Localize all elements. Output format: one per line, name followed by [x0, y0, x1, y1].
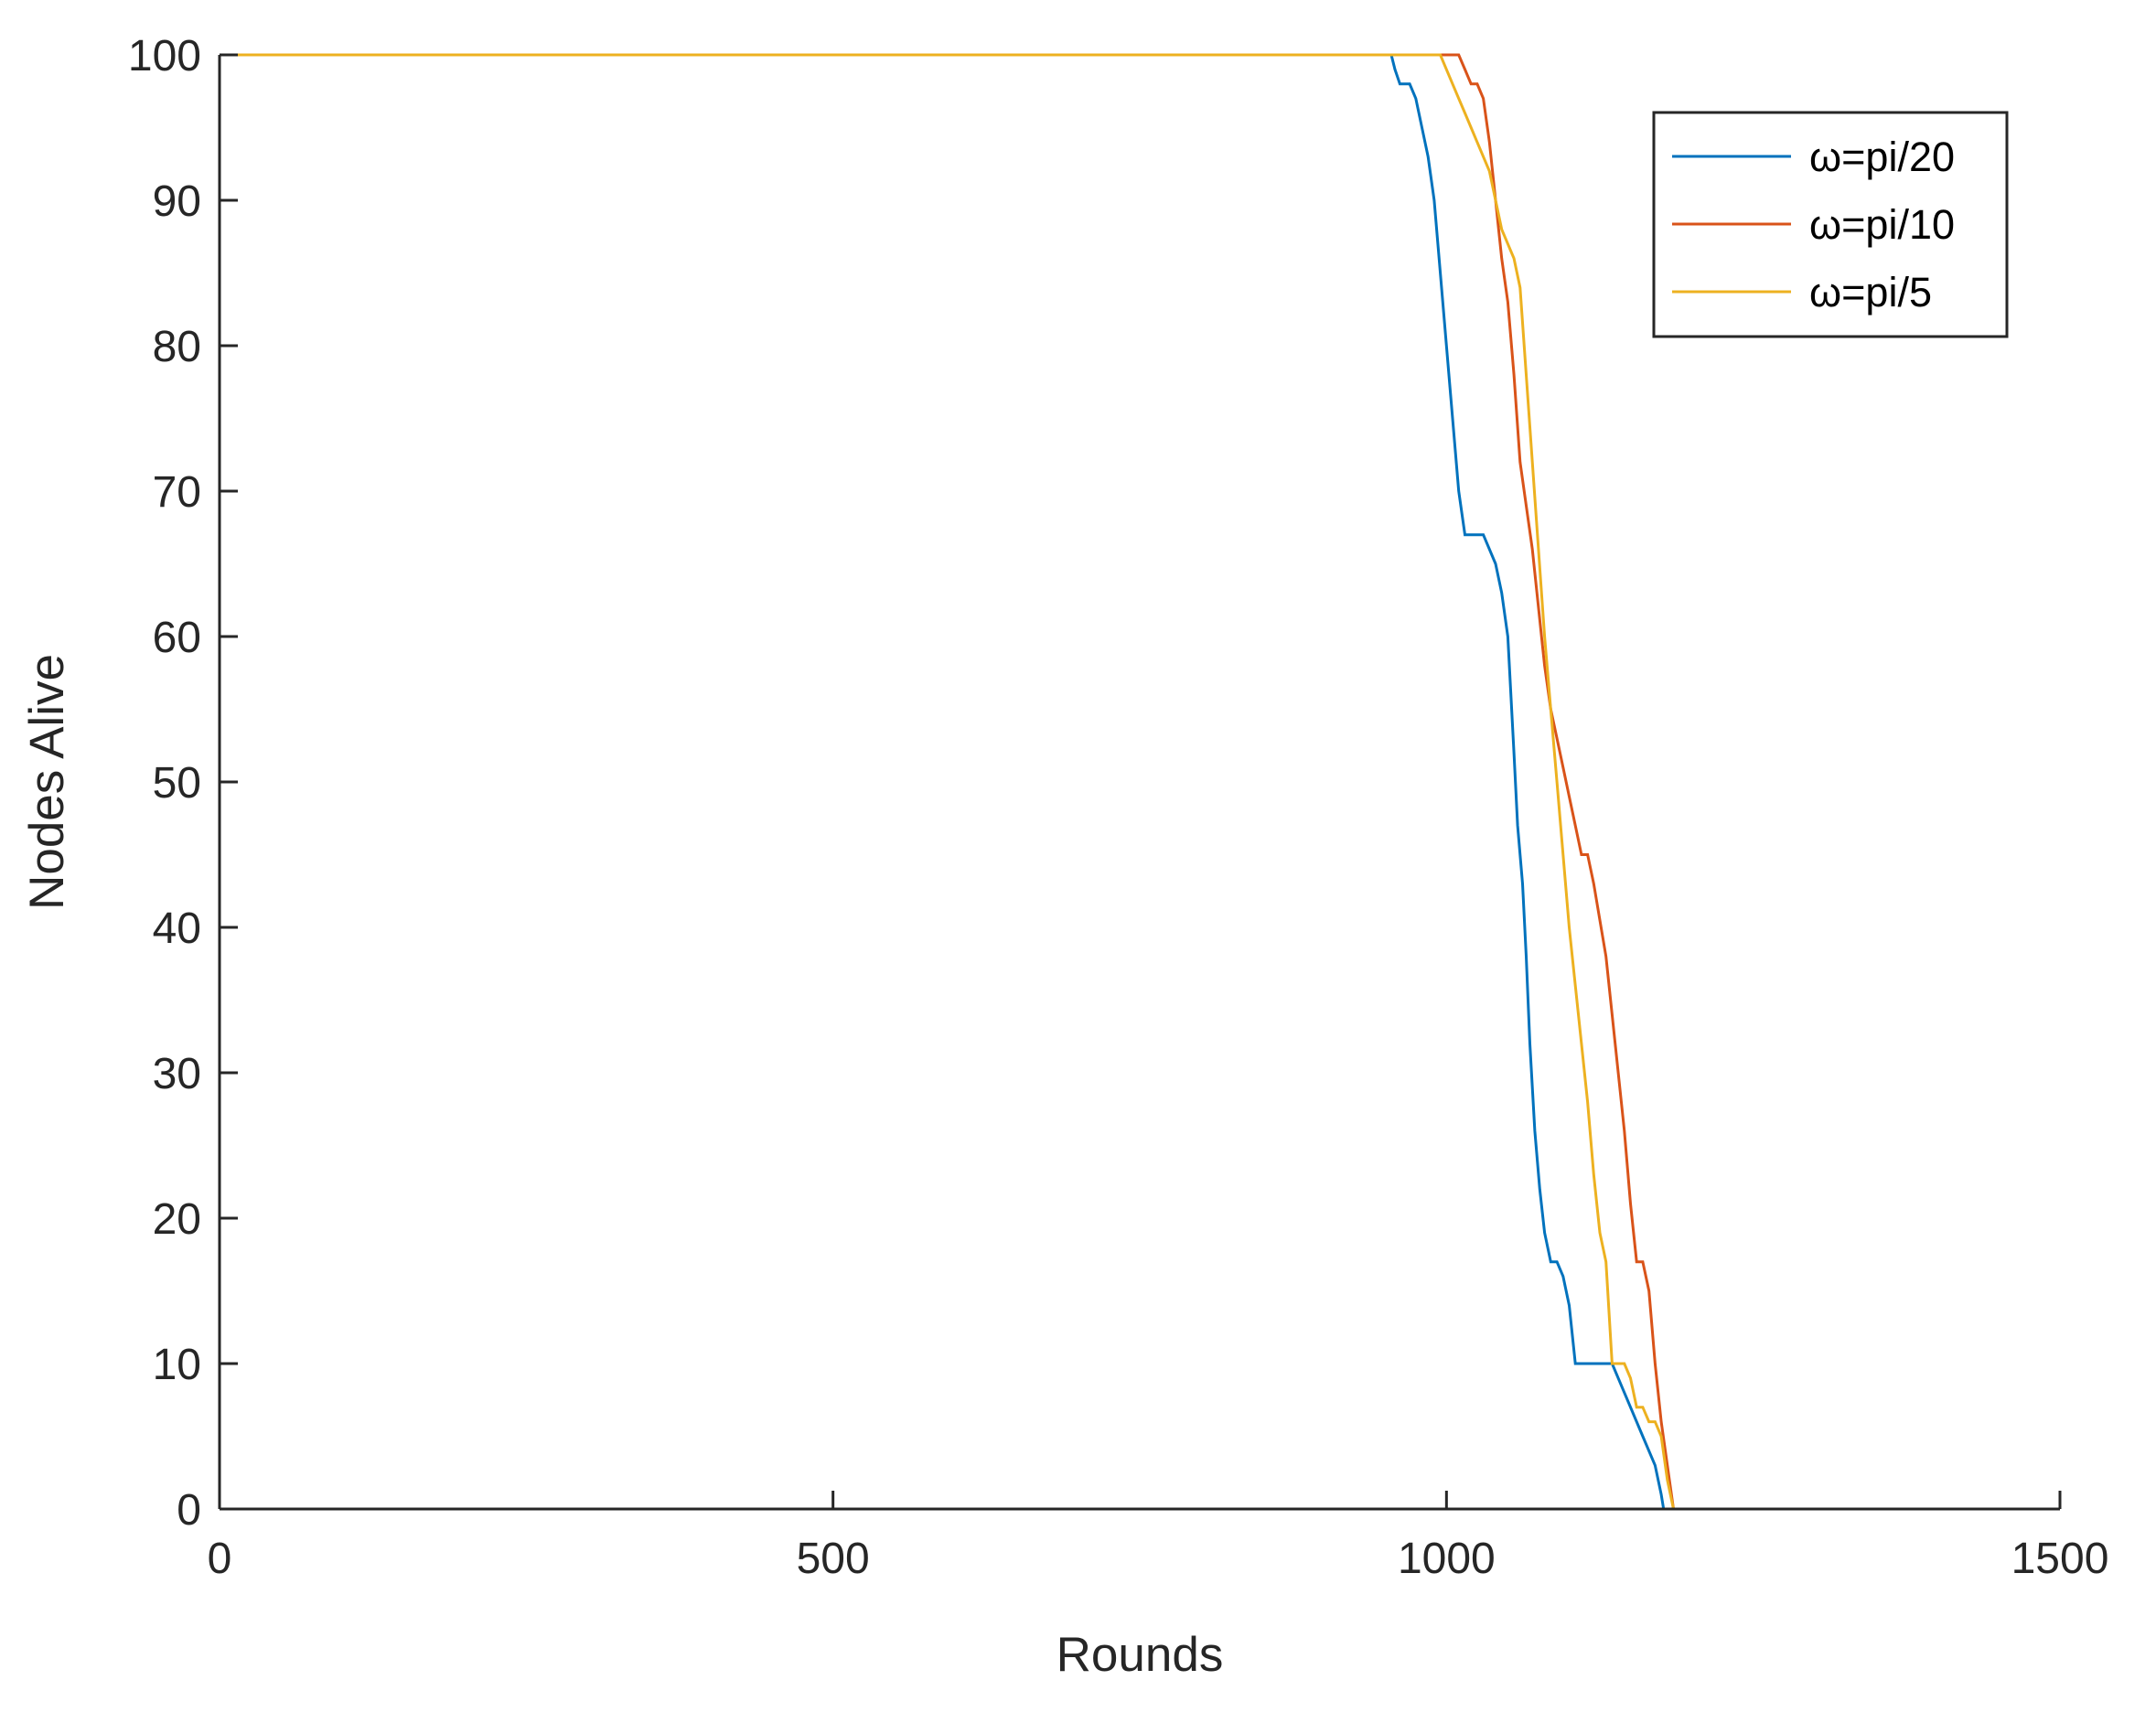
legend-label-1: ω=pi/20 [1809, 134, 1955, 180]
x-tick-label: 500 [797, 1535, 870, 1583]
y-tick-label: 10 [153, 1341, 201, 1389]
series-line-3 [220, 53, 2060, 1511]
series-line-2 [220, 53, 2060, 1511]
series-layer [220, 53, 2060, 1511]
y-tick-label: 80 [153, 323, 201, 371]
legend-label-3: ω=pi/5 [1809, 269, 1932, 316]
x-axis-title: Rounds [1057, 1628, 1224, 1682]
y-tick-label: 90 [153, 177, 201, 226]
x-tick-label: 0 [208, 1535, 232, 1583]
y-tick-label: 50 [153, 759, 201, 808]
tick-label-layer: 0 500 1000 1500 0 10 20 30 40 50 60 70 80 90 100 [128, 32, 2108, 1583]
y-tick-label: 70 [153, 468, 201, 517]
y-tick-label: 30 [153, 1050, 201, 1098]
y-tick-label: 100 [128, 32, 201, 80]
y-tick-label: 60 [153, 614, 201, 662]
y-axis-title: Nodes Alive [20, 654, 74, 910]
legend: ω=pi/20 ω=pi/10 ω=pi/5 [1652, 111, 2009, 338]
x-tick-label: 1000 [1398, 1535, 1496, 1583]
legend-label-2: ω=pi/10 [1809, 201, 1955, 248]
axes-layer [218, 53, 2062, 1511]
series-line-1 [220, 53, 2060, 1511]
y-tick-label: 0 [177, 1486, 201, 1535]
x-tick-label: 1500 [2011, 1535, 2109, 1583]
y-tick-label: 40 [153, 904, 201, 953]
y-tick-label: 20 [153, 1195, 201, 1244]
